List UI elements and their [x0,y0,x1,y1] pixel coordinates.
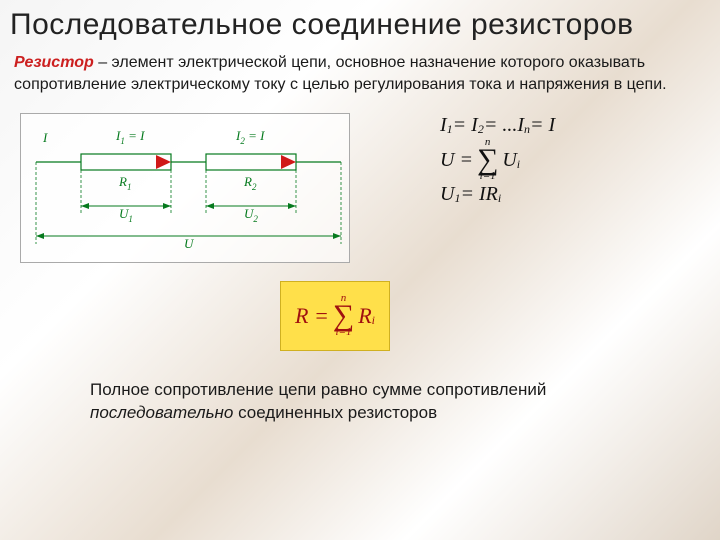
svg-text:U: U [184,236,195,251]
definition-body: – элемент электрической цепи, основное н… [14,54,667,93]
content-row: I I1 = I I2 = I R1 R2 U1 [0,107,720,263]
eq-voltage-sum: U = n ∑ i=1 Ui [440,138,555,182]
resistance-formula-box: R = n ∑ i=1 Ri [280,281,390,351]
circuit-diagram: I I1 = I I2 = I R1 R2 U1 [20,113,350,263]
page-title: Последовательное соединение резисторов [0,0,720,48]
conclusion-text: Полное сопротивление цепи равно сумме со… [0,351,720,425]
svg-text:U1: U1 [119,206,133,224]
equations-block: I1 = I2 = ...In = I U = n ∑ i=1 Ui U1 = … [440,113,555,207]
svg-text:R1: R1 [118,174,131,192]
arrow-i2 [281,155,296,169]
term-word: Резистор [14,54,94,71]
svg-text:I2 = I: I2 = I [235,128,265,146]
svg-text:I1 = I: I1 = I [115,128,145,146]
eq-currents: I1 = I2 = ...In = I [440,115,555,136]
label-I: I [42,130,48,145]
definition-text: Резистор – элемент электрической цепи, о… [0,48,720,107]
svg-text:U2: U2 [244,206,258,224]
eq-voltage-ir: U1 = IRi [440,184,555,205]
svg-text:R2: R2 [243,174,257,192]
arrow-i1 [156,155,171,169]
